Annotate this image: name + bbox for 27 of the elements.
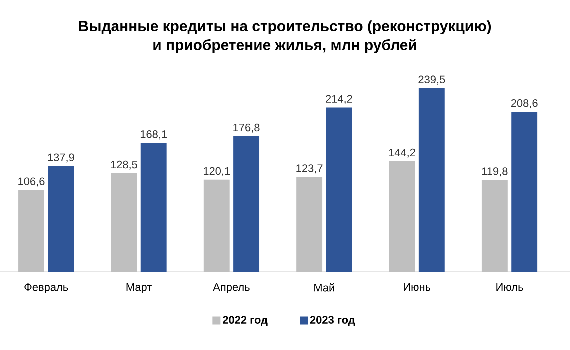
data-label: 214,2 xyxy=(326,95,352,104)
x-tick-label: Февраль xyxy=(24,284,68,294)
data-label: 106,6 xyxy=(18,178,45,187)
data-label: 168,1 xyxy=(140,130,168,140)
data-label: 239,5 xyxy=(418,76,446,85)
data-label: 137,9 xyxy=(48,154,74,163)
bar xyxy=(512,112,538,272)
bar xyxy=(234,136,260,272)
data-label: 120,1 xyxy=(204,167,230,176)
legend-label: 2023 год xyxy=(310,316,356,326)
x-tick-label: Апрель xyxy=(213,284,250,294)
data-label: 119,8 xyxy=(482,168,508,177)
x-tick-label: Июль xyxy=(496,284,524,292)
data-label: 176,8 xyxy=(234,124,260,133)
x-tick-label: Март xyxy=(126,284,152,294)
legend-label: 2022 год xyxy=(223,316,268,326)
data-label: 128,5 xyxy=(111,160,138,170)
data-label: 144,2 xyxy=(389,148,416,158)
data-label: 123,7 xyxy=(296,164,323,174)
bar xyxy=(418,88,445,272)
x-tick-label: Июнь xyxy=(404,284,431,292)
data-label: 208,6 xyxy=(511,99,538,109)
bar xyxy=(140,143,167,272)
bar xyxy=(326,108,352,272)
bar xyxy=(48,166,74,272)
chart-title: Выданные кредиты на строительство (реконструкцию) и приобретение жилья, млн рублей xyxy=(79,20,492,54)
x-tick-label: Май xyxy=(314,284,334,292)
